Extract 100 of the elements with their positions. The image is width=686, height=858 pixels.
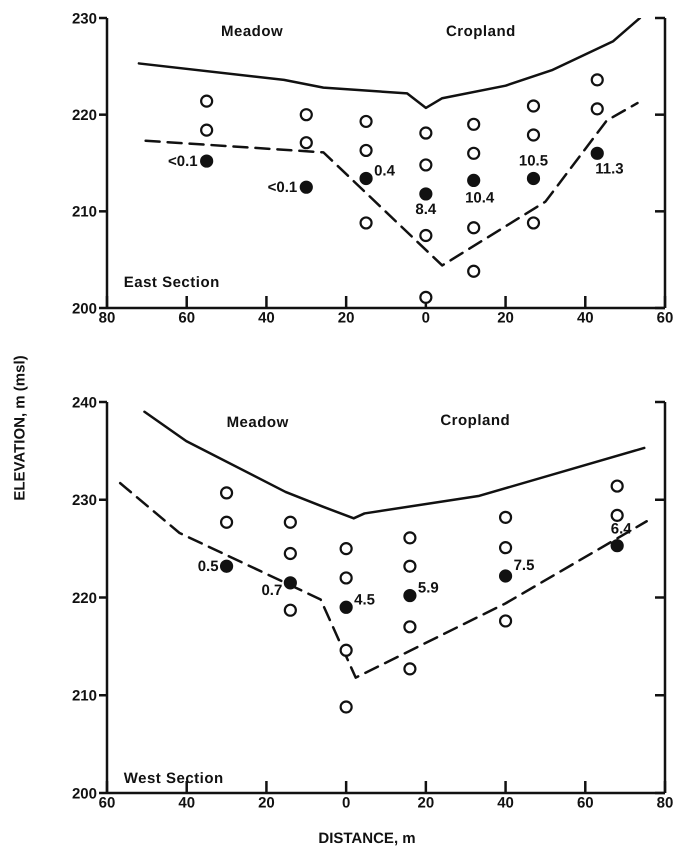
point (403, 560, 417, 573)
point (403, 588, 417, 602)
annotation: 5.9 (418, 580, 439, 597)
annotation: 0.5 (198, 558, 219, 576)
y-tick-label: 220 (72, 590, 97, 607)
annotation: Meadow (226, 414, 289, 431)
point (284, 546, 297, 560)
y-tick-label: 240 (72, 394, 97, 412)
point (467, 221, 480, 234)
annotation: East Section (124, 274, 220, 291)
y-tick-label: 200 (72, 785, 97, 802)
x-axis-title: DISTANCE, m (318, 830, 416, 847)
point (340, 571, 353, 585)
x-tick-label: 40 (576, 310, 594, 327)
annotation: Cropland (446, 23, 516, 40)
point (200, 154, 214, 168)
x-tick-label: 60 (98, 794, 116, 812)
line-series (144, 102, 639, 267)
y-tick-label: 230 (72, 492, 97, 510)
point (284, 576, 297, 590)
point (200, 124, 214, 137)
point (403, 531, 417, 544)
line-series (138, 18, 642, 110)
point (200, 94, 214, 108)
annotation: <0.1 (168, 153, 198, 170)
point (467, 174, 480, 187)
point (300, 180, 313, 194)
annotation: 10.5 (518, 152, 548, 170)
y-tick-label: 200 (72, 300, 97, 318)
point (526, 172, 540, 186)
point (419, 158, 432, 172)
point (359, 144, 373, 158)
point (467, 146, 480, 160)
point (610, 539, 624, 552)
y-axis-title: ELEVATION, m (msl) (12, 355, 28, 501)
x-tick-label: 40 (178, 794, 196, 812)
annotation: Meadow (220, 23, 284, 40)
annotation: 0.4 (374, 162, 396, 180)
point (340, 542, 353, 556)
x-tick-label: 20 (338, 310, 354, 327)
x-tick-label: 20 (418, 794, 434, 812)
x-tick-label: 0 (422, 310, 430, 327)
annotation: 8.4 (415, 200, 437, 218)
x-tick-label: 60 (178, 310, 196, 327)
point (526, 216, 540, 230)
annotation: 11.3 (595, 160, 624, 178)
point (498, 510, 512, 524)
point (359, 216, 373, 230)
point (403, 620, 417, 634)
point (526, 99, 540, 113)
point (498, 614, 512, 628)
point (340, 700, 353, 714)
y-tick-label: 230 (72, 10, 97, 28)
point (220, 516, 234, 529)
point (467, 264, 480, 278)
point (300, 136, 313, 150)
point (526, 128, 540, 142)
x-tick-label: 60 (656, 310, 674, 327)
point (340, 644, 353, 657)
x-tick-label: 80 (656, 794, 674, 812)
annotation: 10.4 (465, 189, 495, 206)
x-tick-label: 60 (576, 794, 594, 812)
annotation: Cropland (440, 412, 510, 429)
point (590, 146, 604, 160)
point (419, 290, 432, 304)
point (359, 114, 373, 128)
point (467, 118, 480, 131)
y-tick-label: 210 (72, 688, 97, 705)
y-tick-label: 220 (72, 106, 97, 124)
x-tick-label: 80 (98, 310, 116, 327)
x-tick-label: 20 (497, 310, 514, 327)
annotation: 0.7 (261, 582, 282, 599)
x-tick-label: 40 (497, 794, 514, 812)
line-series (143, 410, 646, 520)
point (590, 73, 604, 86)
annotation: 4.5 (354, 591, 375, 608)
annotation: 7.5 (514, 556, 534, 574)
line-series (118, 482, 648, 679)
point (610, 479, 624, 493)
x-tick-label: 40 (258, 310, 275, 327)
point (284, 604, 297, 617)
point (300, 108, 313, 122)
point (220, 486, 234, 500)
x-tick-label: 0 (342, 794, 350, 812)
point (419, 126, 432, 140)
annotation: <0.1 (268, 179, 298, 196)
point (610, 508, 624, 522)
x-tick-label: 20 (258, 794, 275, 812)
y-tick-label: 210 (72, 204, 97, 221)
point (590, 102, 604, 116)
point (498, 569, 512, 583)
point (419, 187, 432, 201)
point (419, 228, 432, 242)
point (498, 541, 512, 554)
point (340, 600, 353, 614)
point (359, 172, 373, 186)
annotation: West Section (124, 770, 224, 787)
point (220, 560, 234, 573)
point (403, 662, 417, 676)
point (284, 516, 297, 529)
